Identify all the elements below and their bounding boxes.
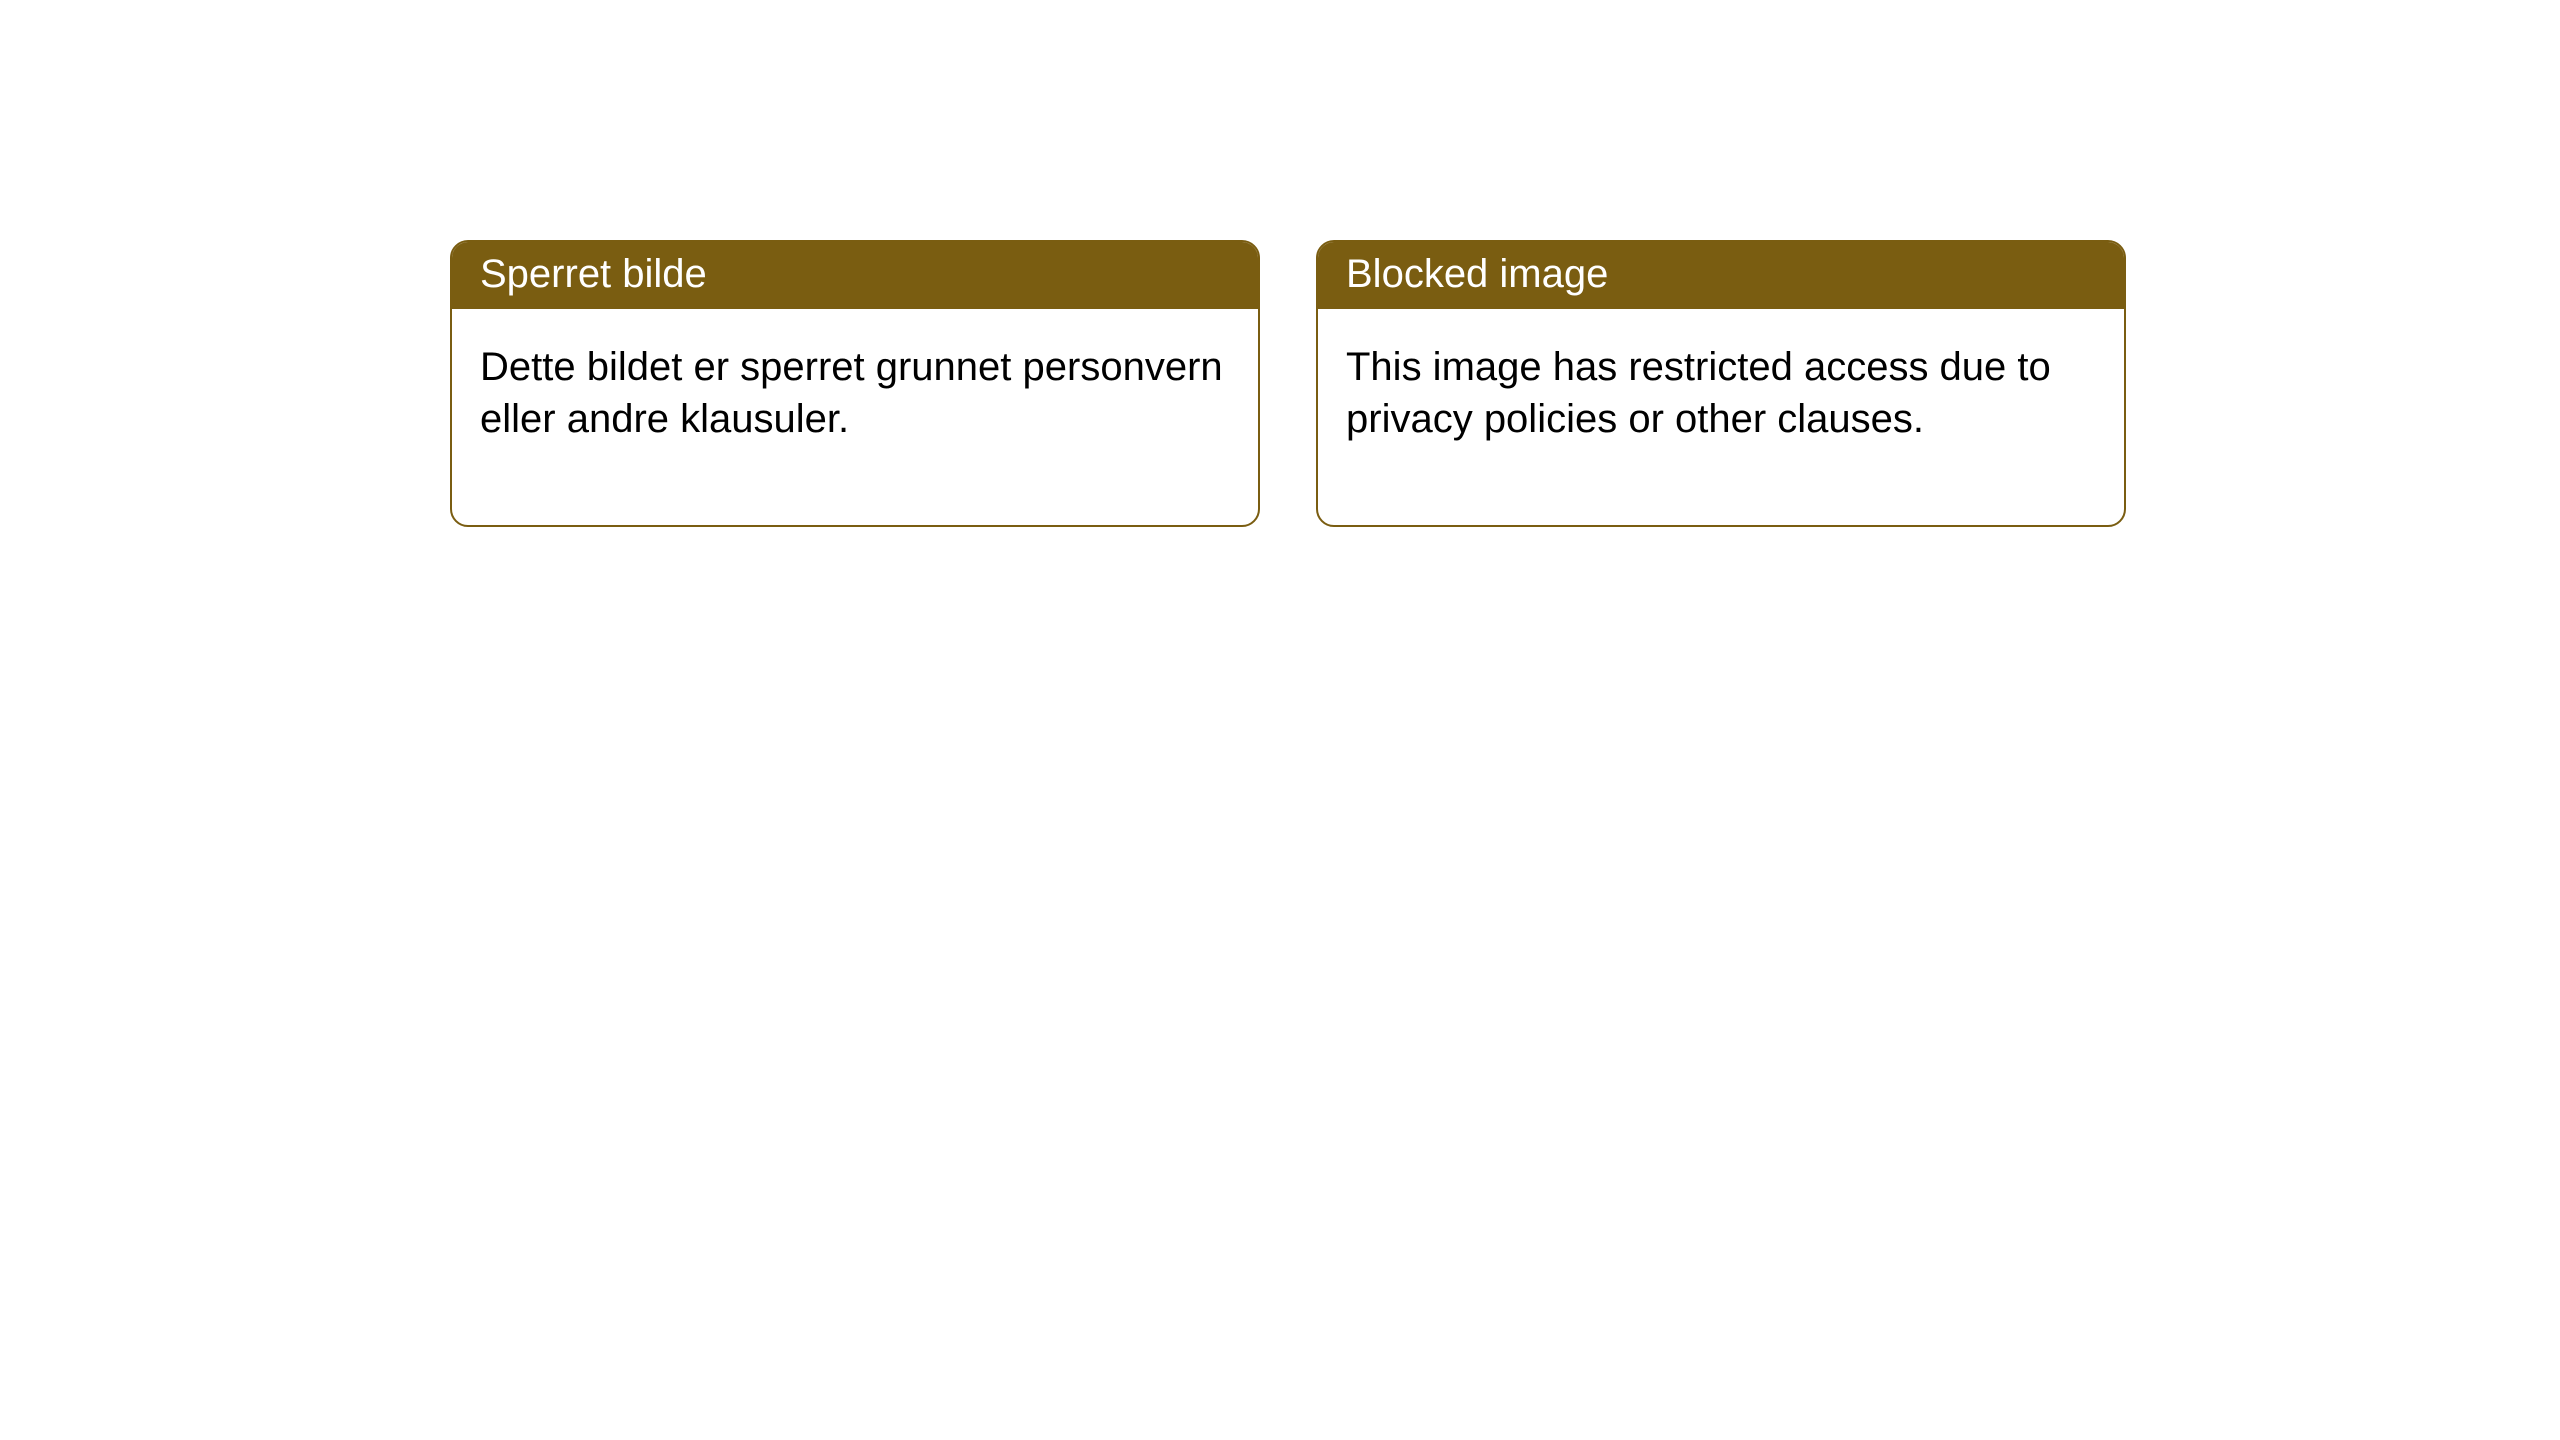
notice-title: Sperret bilde	[480, 252, 707, 296]
notice-title: Blocked image	[1346, 252, 1608, 296]
notice-header: Sperret bilde	[452, 242, 1258, 309]
notice-body: This image has restricted access due to …	[1318, 309, 2124, 525]
notice-header: Blocked image	[1318, 242, 2124, 309]
notice-message: This image has restricted access due to …	[1346, 345, 2051, 441]
notice-container: Sperret bilde Dette bildet er sperret gr…	[450, 240, 2126, 527]
notice-message: Dette bildet er sperret grunnet personve…	[480, 345, 1223, 441]
notice-box-norwegian: Sperret bilde Dette bildet er sperret gr…	[450, 240, 1260, 527]
notice-box-english: Blocked image This image has restricted …	[1316, 240, 2126, 527]
notice-body: Dette bildet er sperret grunnet personve…	[452, 309, 1258, 525]
